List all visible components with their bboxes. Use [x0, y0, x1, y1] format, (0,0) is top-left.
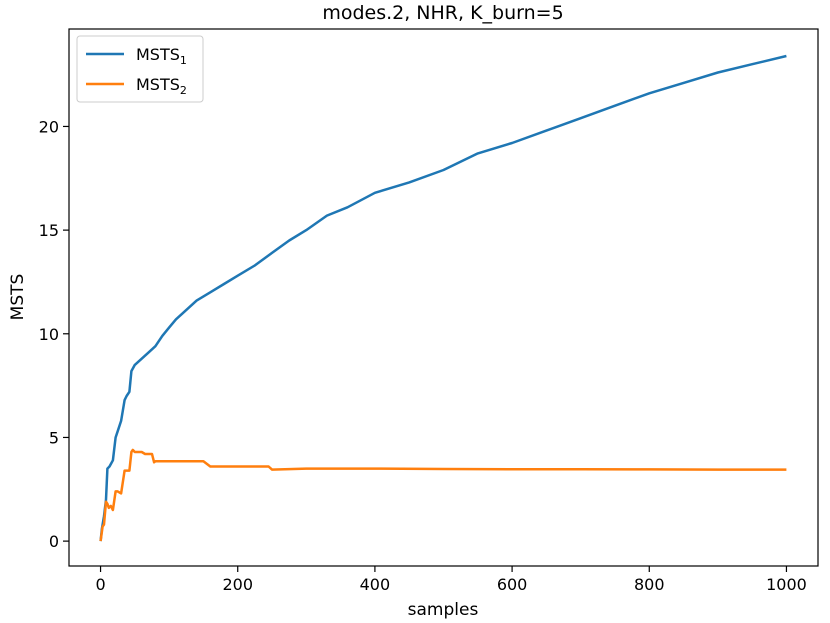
x-tick-label-3: 600 [497, 575, 528, 594]
x-tick-label-0: 0 [95, 575, 105, 594]
legend-label-msts1-subscript: 1 [180, 54, 187, 67]
x-axis: 0 200 400 600 800 1000 [95, 566, 807, 594]
y-axis-label: MSTS [8, 274, 28, 321]
y-axis: 0 5 10 15 20 [39, 117, 69, 551]
legend: MSTS1 MSTS2 [76, 35, 204, 103]
series-line-msts2 [99, 448, 787, 542]
chart-title: modes.2, NHR, K_burn=5 [322, 2, 563, 24]
x-tick-label-1: 200 [222, 575, 253, 594]
y-tick-label-2: 10 [39, 325, 59, 344]
x-tick-label-5: 1000 [766, 575, 807, 594]
plot-area [68, 28, 819, 567]
legend-label-msts2-subscript: 2 [180, 84, 187, 97]
legend-label-msts2-text: MSTS [136, 75, 180, 94]
x-tick-label-4: 800 [634, 575, 665, 594]
y-tick-label-1: 5 [49, 428, 59, 447]
legend-label-msts1: MSTS1 [136, 45, 187, 67]
y-tick-label-3: 15 [39, 221, 59, 240]
legend-label-msts1-text: MSTS [136, 45, 180, 64]
legend-label-msts2: MSTS2 [136, 75, 187, 97]
x-tick-label-2: 400 [360, 575, 391, 594]
y-tick-label-0: 0 [49, 532, 59, 551]
x-axis-label: samples [408, 600, 479, 620]
legend-box [76, 35, 204, 103]
y-tick-label-4: 20 [39, 117, 59, 136]
series-lines [99, 54, 787, 542]
series-line-msts1 [99, 54, 787, 542]
